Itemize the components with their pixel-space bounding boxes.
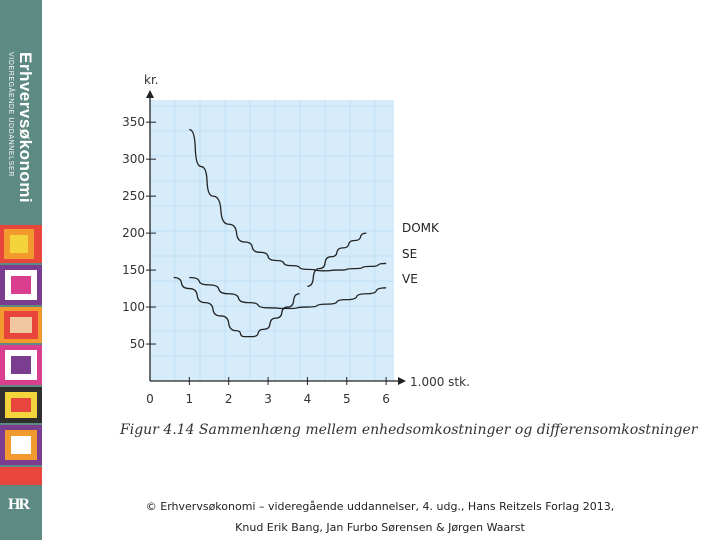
pattern-block [0, 467, 42, 485]
pattern-block [11, 356, 31, 374]
copyright-notice: © Erhvervsøkonomi – videregående uddanne… [110, 496, 650, 538]
decorative-pattern [0, 225, 42, 485]
sidebar: Erhvervsøkonomi VIDEREGÅENDE UDDANNELSER… [0, 0, 42, 540]
series-line-unlabeled [173, 276, 300, 338]
x-tick-label: 4 [304, 392, 312, 406]
series-label-domk: DOMK [402, 221, 440, 235]
series-line-se [189, 128, 387, 272]
y-axis-label: kr. [144, 73, 159, 87]
pattern-block [11, 436, 31, 454]
copyright-line-2: Knud Erik Bang, Jan Furbo Sørensen & Jør… [235, 521, 525, 534]
y-tick-label: 150 [122, 263, 145, 277]
x-tick-label: 6 [382, 392, 390, 406]
pattern-block [10, 235, 28, 253]
x-axis-arrow [398, 377, 406, 385]
y-tick-label: 200 [122, 226, 145, 240]
y-tick-label: 300 [122, 152, 145, 166]
figure-caption: Figur 4.14 Sammenhæng mellem enhedsomkos… [120, 422, 698, 438]
series-line-domk [307, 232, 367, 287]
y-tick-label: 100 [122, 300, 145, 314]
publisher-logo: HR [8, 496, 30, 513]
y-tick-label: 50 [130, 337, 145, 351]
pattern-block [11, 276, 31, 294]
x-tick-label: 1 [186, 392, 194, 406]
x-tick-label: 2 [225, 392, 233, 406]
x-tick-label: 0 [146, 392, 154, 406]
pattern-block [11, 398, 31, 412]
x-axis-label: 1.000 stk. [410, 375, 470, 389]
y-tick-label: 250 [122, 189, 145, 203]
x-tick-label: 5 [343, 392, 351, 406]
x-tick-label: 3 [264, 392, 272, 406]
series-label-ve: VE [402, 272, 418, 286]
pattern-block [10, 317, 32, 333]
y-axis-arrow [146, 90, 154, 98]
copyright-line-1: © Erhvervsøkonomi – videregående uddanne… [145, 500, 615, 513]
y-tick-label: 350 [122, 115, 145, 129]
series-label-se: SE [402, 247, 417, 261]
series-line-ve [189, 276, 387, 310]
